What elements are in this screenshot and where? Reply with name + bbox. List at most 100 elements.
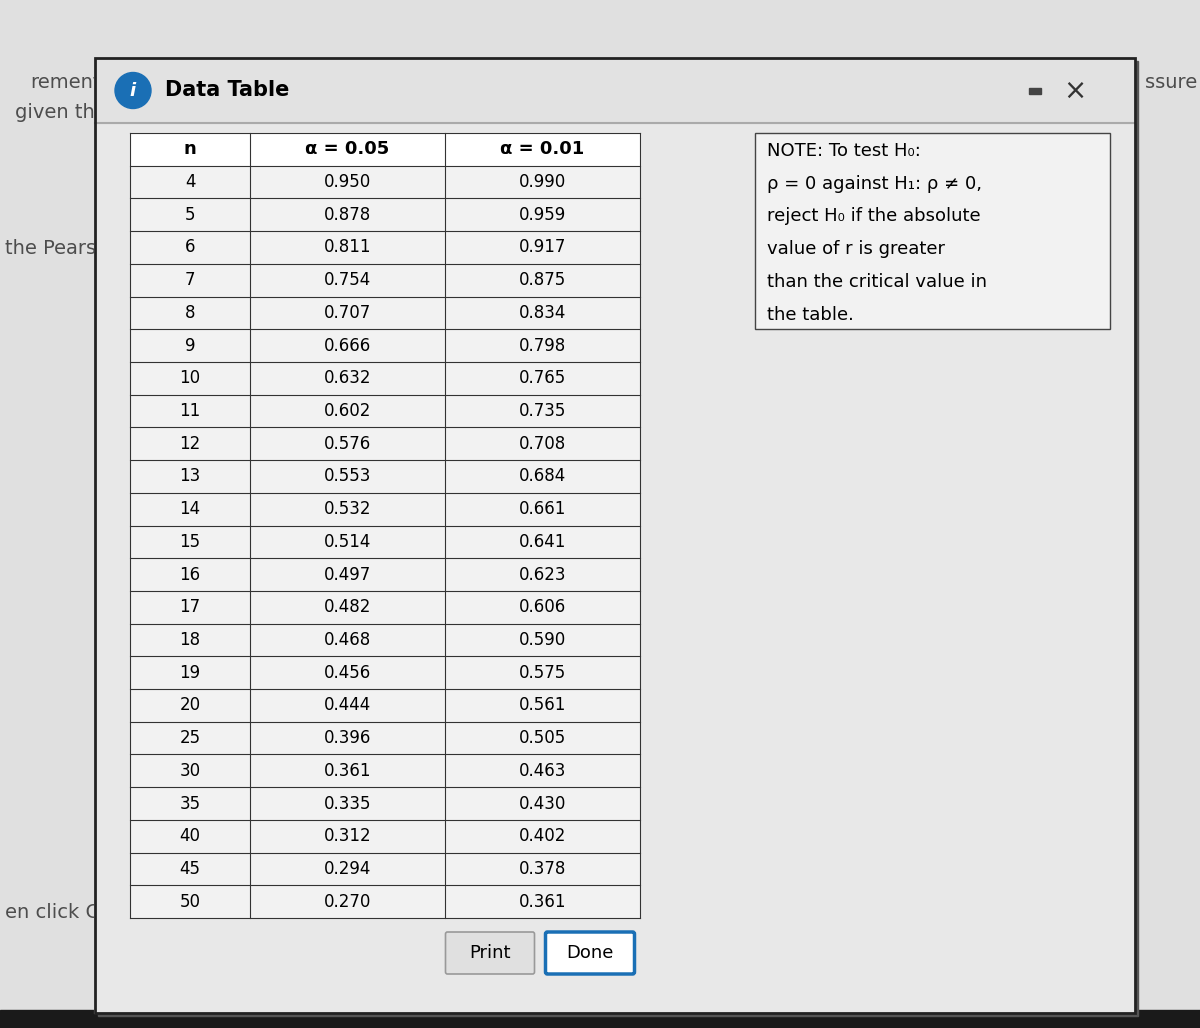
Text: rements: rements <box>30 73 110 93</box>
Text: NOTE: To test H₀:: NOTE: To test H₀: <box>767 142 920 160</box>
Text: α = 0.05: α = 0.05 <box>305 141 390 158</box>
Text: 0.990: 0.990 <box>518 173 566 191</box>
Bar <box>0 1009 1200 1028</box>
Text: i: i <box>130 81 136 100</box>
Text: 0.950: 0.950 <box>324 173 371 191</box>
Text: 40: 40 <box>180 828 200 845</box>
Text: 0.684: 0.684 <box>518 468 566 485</box>
Circle shape <box>115 73 151 109</box>
Text: n: n <box>184 141 197 158</box>
Text: 0.590: 0.590 <box>518 631 566 649</box>
Text: 0.378: 0.378 <box>518 860 566 878</box>
Text: 0.708: 0.708 <box>518 435 566 452</box>
Text: 0.396: 0.396 <box>324 729 371 747</box>
FancyBboxPatch shape <box>445 932 534 974</box>
Text: 8: 8 <box>185 304 196 322</box>
Text: 0.875: 0.875 <box>518 271 566 289</box>
Bar <box>130 133 640 918</box>
Text: α = 0.01: α = 0.01 <box>500 141 584 158</box>
Text: ssure be th: ssure be th <box>1145 73 1200 93</box>
Text: 15: 15 <box>180 533 200 551</box>
Text: reject H₀ if the absolute: reject H₀ if the absolute <box>767 208 980 225</box>
Text: 19: 19 <box>180 664 200 682</box>
Text: Print: Print <box>469 944 511 962</box>
Text: 0.834: 0.834 <box>518 304 566 322</box>
Text: 0.553: 0.553 <box>324 468 371 485</box>
Text: 0.561: 0.561 <box>518 696 566 714</box>
Text: 14: 14 <box>180 501 200 518</box>
Text: 0.623: 0.623 <box>518 565 566 584</box>
Text: Data Table: Data Table <box>166 80 289 101</box>
Text: 0.482: 0.482 <box>324 598 371 616</box>
FancyBboxPatch shape <box>546 932 635 974</box>
Text: 0.959: 0.959 <box>518 206 566 224</box>
Text: 0.270: 0.270 <box>324 892 371 911</box>
Text: 0.402: 0.402 <box>518 828 566 845</box>
Text: 0.666: 0.666 <box>324 336 371 355</box>
Text: 0.754: 0.754 <box>324 271 371 289</box>
Text: Done: Done <box>566 944 613 962</box>
Text: 0.641: 0.641 <box>518 533 566 551</box>
Text: 4: 4 <box>185 173 196 191</box>
Bar <box>95 58 1135 1013</box>
Text: 0.811: 0.811 <box>324 238 371 256</box>
Text: 0.765: 0.765 <box>518 369 566 388</box>
Text: the table.: the table. <box>767 305 854 324</box>
Text: ×: × <box>1063 76 1087 105</box>
Text: 5: 5 <box>185 206 196 224</box>
Text: 0.361: 0.361 <box>518 892 566 911</box>
Text: 20: 20 <box>180 696 200 714</box>
Text: 0.661: 0.661 <box>518 501 566 518</box>
Text: 10: 10 <box>180 369 200 388</box>
Text: the Pears: the Pears <box>5 238 96 257</box>
Text: 30: 30 <box>180 762 200 780</box>
Text: 12: 12 <box>179 435 200 452</box>
Text: 11: 11 <box>179 402 200 420</box>
Text: 16: 16 <box>180 565 200 584</box>
Text: 0.632: 0.632 <box>324 369 371 388</box>
Text: 0.294: 0.294 <box>324 860 371 878</box>
Text: 0.456: 0.456 <box>324 664 371 682</box>
Text: 0.707: 0.707 <box>324 304 371 322</box>
Text: 45: 45 <box>180 860 200 878</box>
Text: 6: 6 <box>185 238 196 256</box>
Text: 0.497: 0.497 <box>324 565 371 584</box>
Text: 35: 35 <box>180 795 200 812</box>
Bar <box>130 133 640 166</box>
Text: 17: 17 <box>180 598 200 616</box>
Text: 13: 13 <box>179 468 200 485</box>
Text: than the critical value in: than the critical value in <box>767 272 986 291</box>
Text: 0.312: 0.312 <box>324 828 371 845</box>
Text: 0.917: 0.917 <box>518 238 566 256</box>
Text: 0.335: 0.335 <box>324 795 371 812</box>
Text: 7: 7 <box>185 271 196 289</box>
Text: 14: 14 <box>115 179 139 197</box>
Text: 0.514: 0.514 <box>324 533 371 551</box>
Text: 0.361: 0.361 <box>324 762 371 780</box>
Text: 0.878: 0.878 <box>324 206 371 224</box>
Text: ρ = 0 against H₁: ρ ≠ 0,: ρ = 0 against H₁: ρ ≠ 0, <box>767 175 982 192</box>
Text: 9: 9 <box>185 336 196 355</box>
Text: given tha: given tha <box>14 104 107 122</box>
Text: 50: 50 <box>180 892 200 911</box>
Text: 0.606: 0.606 <box>518 598 566 616</box>
Text: 0.735: 0.735 <box>518 402 566 420</box>
Text: 0.576: 0.576 <box>324 435 371 452</box>
Text: 18: 18 <box>180 631 200 649</box>
Bar <box>98 61 1138 1016</box>
Text: 0.444: 0.444 <box>324 696 371 714</box>
Text: 0.468: 0.468 <box>324 631 371 649</box>
Bar <box>1030 87 1042 94</box>
FancyBboxPatch shape <box>755 133 1110 329</box>
Text: 0.463: 0.463 <box>518 762 566 780</box>
Text: 0.532: 0.532 <box>324 501 371 518</box>
Text: 25: 25 <box>180 729 200 747</box>
Text: value of r is greater: value of r is greater <box>767 241 946 258</box>
Text: en click Chе: en click Chе <box>5 904 124 922</box>
Bar <box>95 58 1135 123</box>
Text: 0.505: 0.505 <box>518 729 566 747</box>
Text: 0.430: 0.430 <box>518 795 566 812</box>
Text: 0.602: 0.602 <box>324 402 371 420</box>
Text: 0.798: 0.798 <box>518 336 566 355</box>
Text: 0.575: 0.575 <box>518 664 566 682</box>
